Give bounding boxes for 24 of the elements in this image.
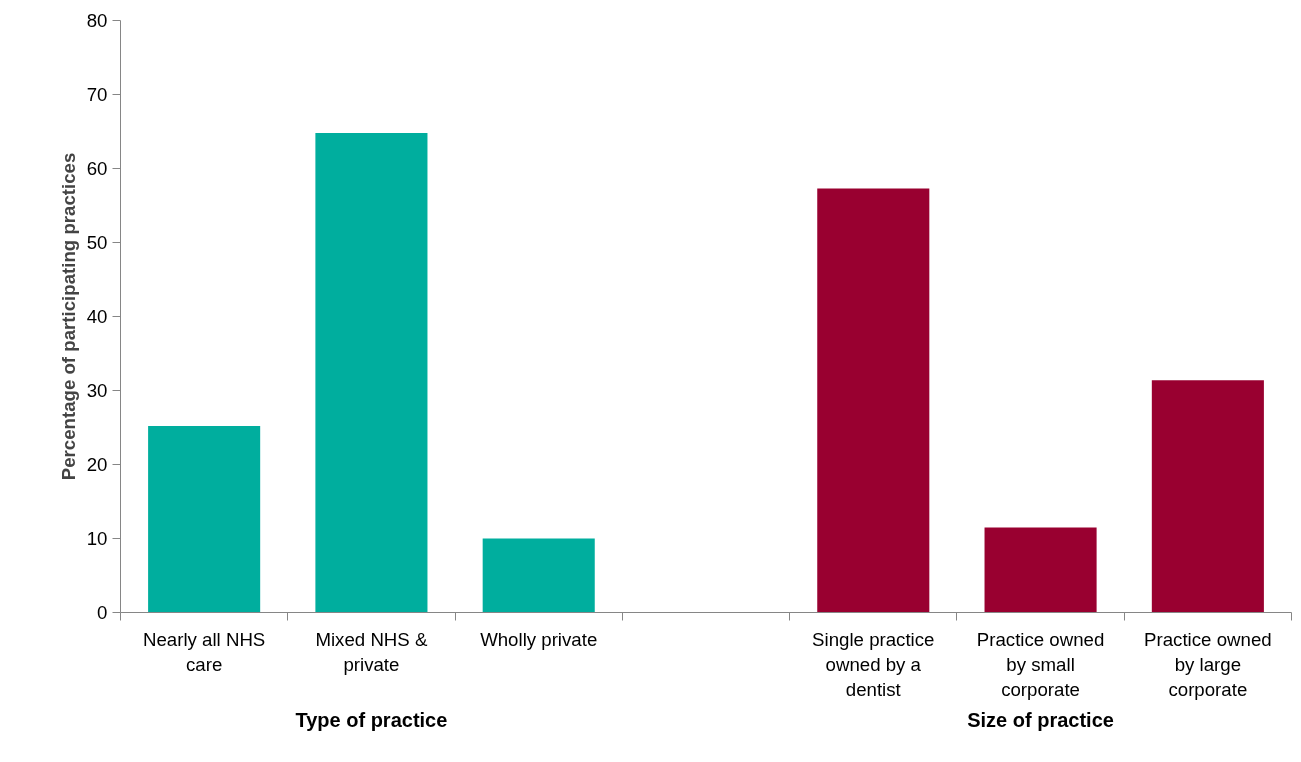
x-tick-label: Mixed NHS & private [315, 628, 428, 675]
bar [315, 132, 428, 613]
text: Size of practice [967, 708, 1114, 731]
y-tick-label: 20 [86, 454, 108, 475]
bar [148, 426, 261, 613]
y-tick-label: 10 [86, 528, 108, 549]
x-tick-label: Practice owned by small corporate [976, 628, 1105, 700]
y-tick-label: 30 [86, 380, 108, 401]
text: Type of practice [295, 708, 448, 731]
y-tick-label: 70 [86, 84, 108, 105]
y-tick-label: 80 [86, 10, 108, 31]
bar [984, 527, 1097, 613]
x-tick-label: Wholly private [480, 628, 598, 650]
y-tick-label: 0 [97, 602, 108, 623]
bar [817, 188, 930, 613]
x-tick-label: Single practice owned by a dentist [812, 628, 935, 700]
y-tick-label: 60 [86, 158, 108, 179]
bar [1151, 380, 1264, 613]
y-tick-label: 40 [86, 306, 108, 327]
y-tick-label: 50 [86, 232, 108, 253]
x-tick-label: Practice owned by large corporate [1144, 628, 1272, 700]
x-tick-label: Nearly all NHS care [142, 628, 266, 675]
bar [482, 538, 595, 613]
y-axis-title: Percentage of participating practices [57, 152, 79, 481]
